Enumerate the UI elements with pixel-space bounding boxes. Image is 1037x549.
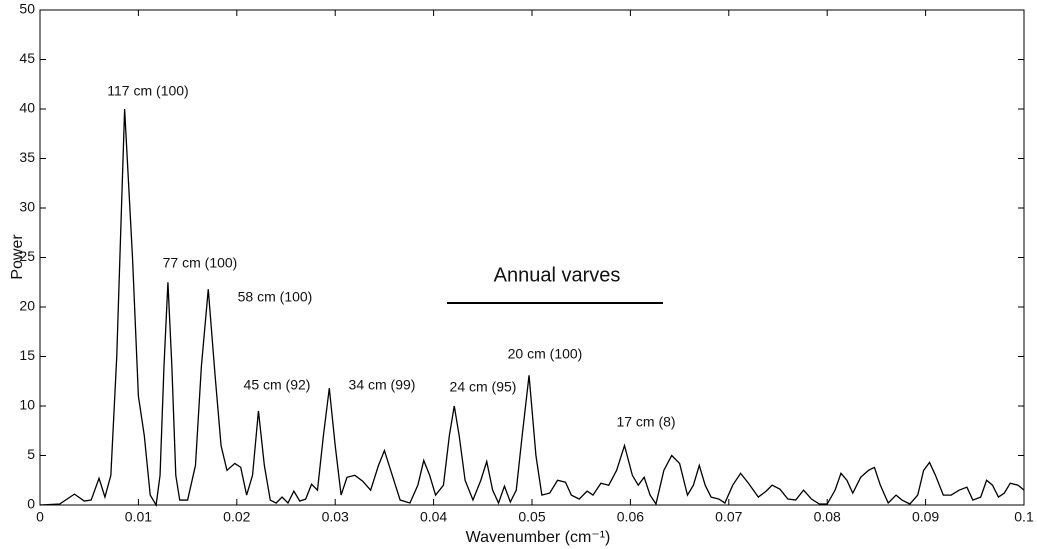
y-tick-label: 20 [19,298,35,314]
x-tick-label: 0.02 [223,509,250,525]
y-tick-label: 25 [19,248,35,264]
annotation: 34 cm (99) [349,377,416,393]
x-tick-label: 0.06 [617,509,644,525]
x-tick-label: 0.05 [518,509,545,525]
x-tick-label: 0.1 [1014,509,1034,525]
y-tick-label: 40 [19,100,35,116]
x-tick-label: 0.09 [912,509,939,525]
y-tick-label: 0 [27,496,35,512]
y-tick-label: 35 [19,149,35,165]
y-tick-label: 5 [27,446,35,462]
y-tick-label: 10 [19,397,35,413]
x-axis-label: Wavenumber (cm⁻¹) [466,529,611,546]
x-tick-label: 0.04 [420,509,447,525]
annotation: 17 cm (8) [616,414,675,430]
x-tick-label: 0.08 [814,509,841,525]
annotation: 58 cm (100) [238,289,313,305]
annotation: 45 cm (92) [244,377,311,393]
x-tick-label: 0 [36,509,44,525]
annotation: 77 cm (100) [163,255,238,271]
annotation: Annual varves [494,264,621,286]
x-tick-label: 0.07 [715,509,742,525]
x-tick-label: 0.01 [125,509,152,525]
y-tick-label: 45 [19,50,35,66]
y-tick-label: 50 [19,1,35,17]
annotation: 117 cm (100) [107,83,188,99]
y-axis-label: Power [9,234,26,280]
x-tick-label: 0.03 [322,509,349,525]
annotation: 24 cm (95) [450,379,517,395]
y-tick-label: 15 [19,347,35,363]
annotation: 20 cm (100) [508,346,583,362]
y-tick-label: 30 [19,199,35,215]
spectrum-line [39,108,1025,507]
